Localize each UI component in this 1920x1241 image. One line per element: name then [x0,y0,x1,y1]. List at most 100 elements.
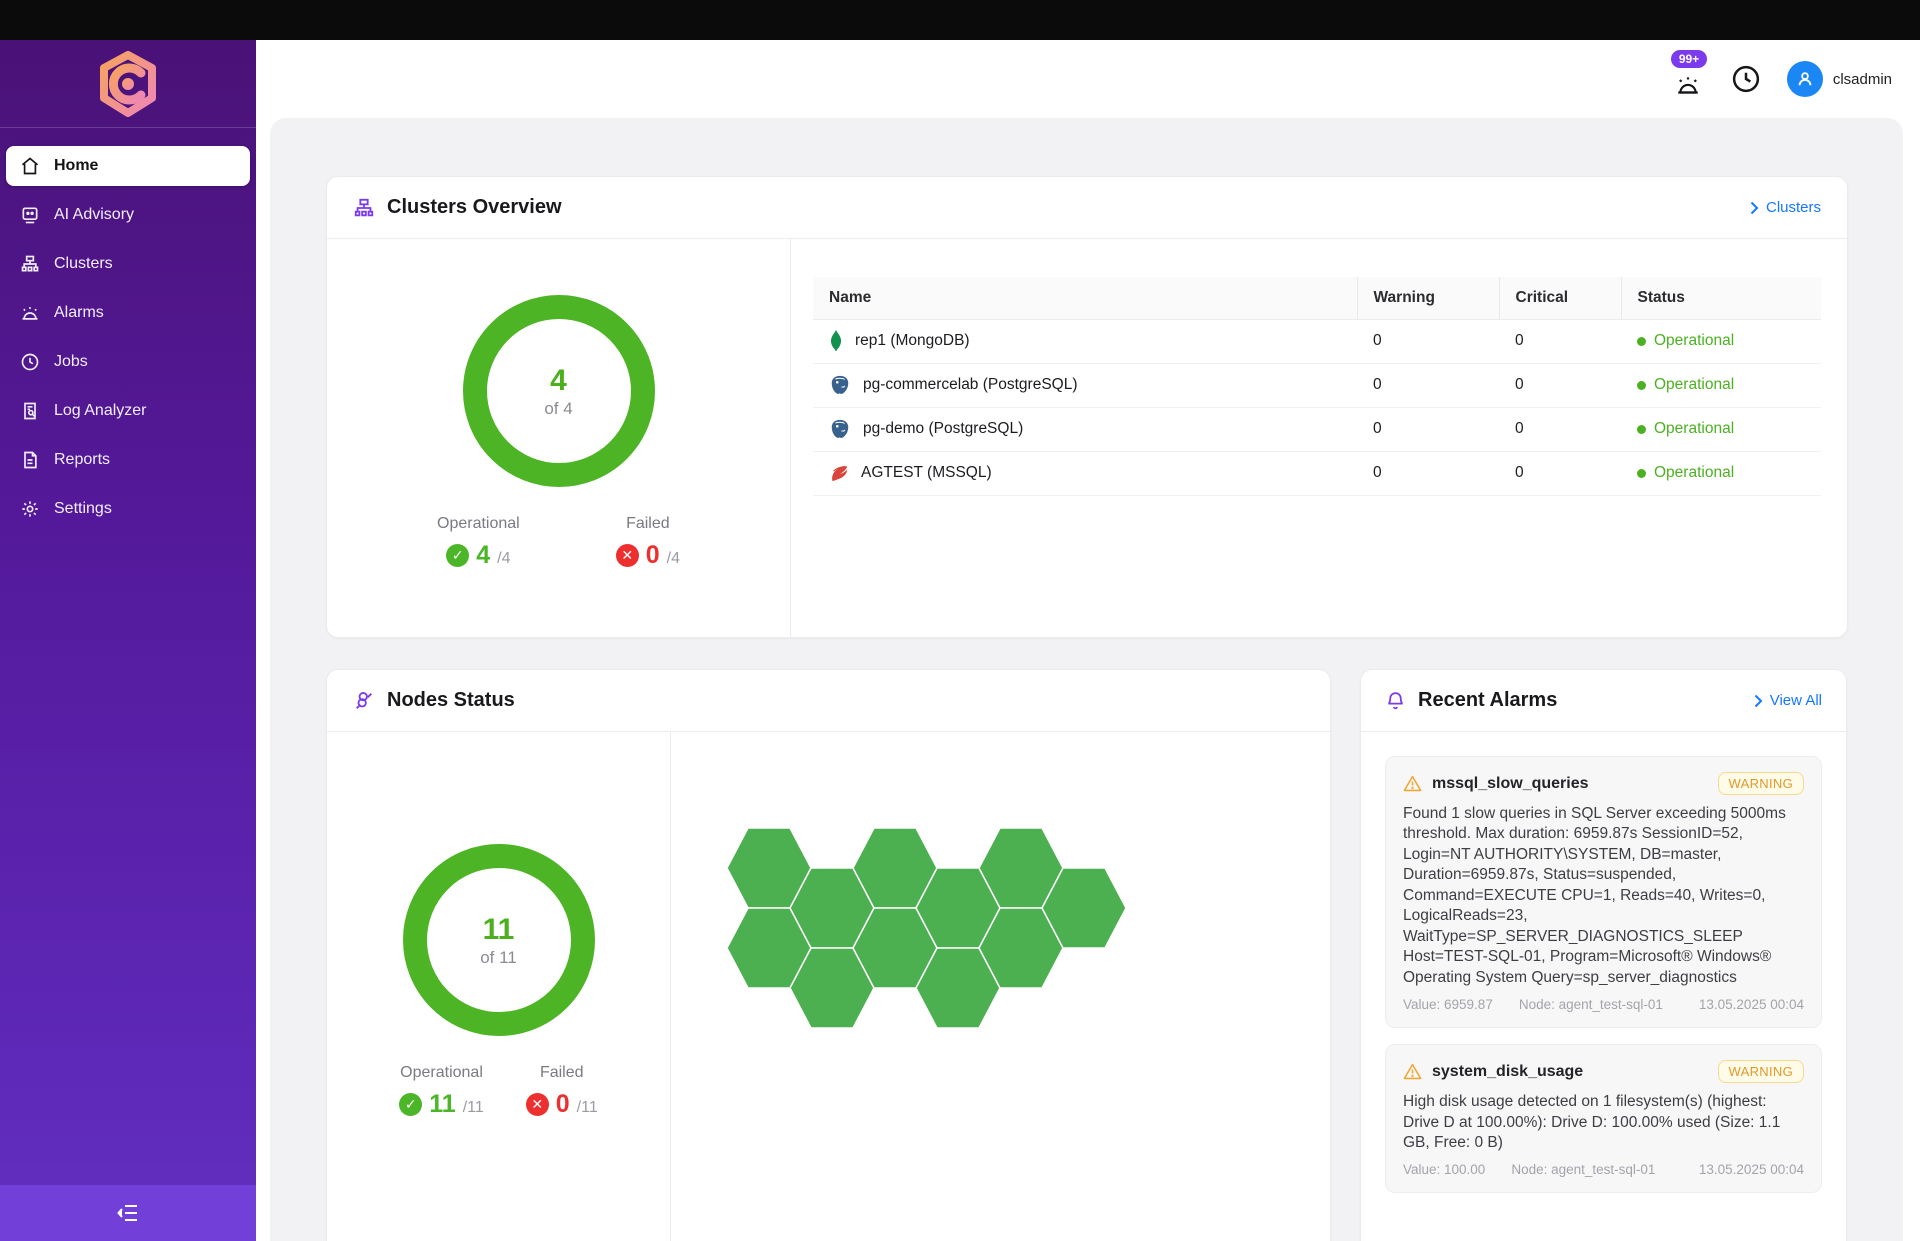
sidebar-item-clusters[interactable]: Clusters [6,244,250,284]
app-logo[interactable] [0,40,256,128]
stat-denominator: /11 [462,1099,484,1116]
status-badge: Operational [1637,376,1805,394]
alarm-value: Value: 6959.87 [1403,997,1493,1013]
alarm-message: High disk usage detected on 1 filesystem… [1403,1093,1781,1151]
table-row[interactable]: pg-commercelab (PostgreSQL) 0 0 Operatio… [813,363,1821,408]
username: clsadmin [1832,70,1892,88]
status-dot-icon [1637,336,1646,346]
chevron-right-icon [1750,201,1759,214]
column-header-critical[interactable]: Critical [1498,277,1621,320]
stat-label: Operational [437,515,520,532]
clusters-donut-chart: 4 of 4 [462,295,655,487]
sidebar-menu: Home AI Advisory Clusters Alarms Jobs Lo… [0,128,256,529]
clock-icon [1732,65,1759,93]
critical-count: 0 [1499,407,1621,452]
check-circle-icon: ✓ [446,544,470,567]
postgresql-icon [831,375,849,394]
alarm-value: Value: 100.00 [1403,1162,1486,1178]
app-header: 99+ clsadmin [256,40,1920,118]
table-row[interactable]: rep1 (MongoDB) 0 0 Operational [813,319,1821,364]
recent-alarms-title: Recent Alarms [1418,689,1558,711]
sidebar-item-reports[interactable]: Reports [6,440,250,480]
alarm-node: Node: agent_test-sql-01 [1518,997,1663,1013]
nodes-hex-grid[interactable] [727,828,1126,1028]
sidebar-item-label: Reports [54,451,111,468]
nodes-donut-chart: 11 of 11 [402,844,595,1036]
ai-advisory-icon [22,207,38,224]
nodes-status-icon [356,691,372,709]
cluster-name: AGTEST (MSSQL) [861,464,992,481]
warning-count: 0 [1357,319,1499,364]
status-badge: Operational [1637,464,1805,482]
column-header-warning[interactable]: Warning [1356,277,1499,320]
jobs-icon [21,353,39,371]
alarm-item[interactable]: system_disk_usage WARNING High disk usag… [1385,1044,1822,1194]
nodes-failed-stat: Failed ✕ 0 /11 [525,1064,598,1119]
content-panel: Clusters Overview Clusters 4 of 4 Operat… [270,118,1903,1241]
severity-badge: WARNING [1717,772,1804,795]
column-header-status[interactable]: Status [1620,277,1821,320]
clusters-overview-icon [354,198,374,216]
cluster-name: rep1 (MongoDB) [855,332,970,349]
sidebar-item-log-analyzer[interactable]: Log Analyzer [6,391,250,431]
recent-alarms-icon [1388,691,1403,709]
clusters-overview-card: Clusters Overview Clusters 4 of 4 Operat… [326,176,1848,638]
sidebar-item-jobs[interactable]: Jobs [6,342,250,382]
notifications-button[interactable]: 99+ [1670,50,1708,96]
sidebar-item-label: Home [54,157,99,174]
check-circle-icon: ✓ [399,1093,423,1116]
sidebar-item-label: Alarms [54,304,104,321]
table-row[interactable]: AGTEST (MSSQL) 0 0 Operational [813,451,1821,496]
activity-log-button[interactable] [1731,64,1761,94]
chevron-right-icon [1754,694,1763,707]
avatar [1786,61,1823,97]
notification-count-badge: 99+ [1670,50,1708,68]
stat-value: 0 [555,1090,570,1118]
log-analyzer-icon [24,402,36,420]
alarm-item[interactable]: mssql_slow_queries WARNING Found 1 slow … [1385,756,1822,1029]
recent-alarms-card: Recent Alarms View All mssql_slow_querie… [1360,669,1847,1241]
alarm-bell-icon [1678,77,1698,94]
status-dot-icon [1637,468,1646,478]
x-circle-icon: ✕ [615,544,639,567]
user-menu[interactable]: clsadmin [1786,61,1892,97]
alarm-name: system_disk_usage [1432,1062,1584,1080]
nodes-operational-stat: Operational ✓ 11 /11 [399,1064,484,1119]
sidebar-item-label: Clusters [54,255,113,272]
alarms-icon [22,307,38,320]
critical-count: 0 [1499,451,1621,496]
sidebar-item-settings[interactable]: Settings [6,489,250,529]
critical-count: 0 [1499,363,1621,408]
stat-value: 0 [645,541,660,569]
settings-icon [22,501,38,517]
clustercontrol-logo-icon [100,50,156,117]
stat-label: Failed [626,515,670,532]
status-badge: Operational [1637,332,1805,350]
mssql-icon [832,466,848,482]
sidebar-item-ai-advisory[interactable]: AI Advisory [6,195,250,235]
stat-value: 4 [476,541,491,569]
stat-denominator: /4 [497,550,511,567]
warning-count: 0 [1357,363,1499,408]
warning-triangle-icon [1403,1063,1422,1080]
nodes-status-title: Nodes Status [387,689,515,711]
stat-value: 11 [429,1090,456,1118]
view-all-label: View All [1769,692,1822,709]
clusters-link[interactable]: Clusters [1750,199,1821,216]
sidebar-item-label: AI Advisory [54,206,135,223]
sidebar-item-alarms[interactable]: Alarms [6,293,250,333]
sidebar-collapse-button[interactable] [0,1185,256,1241]
clusters-failed-stat: Failed ✕ 0 /4 [615,515,680,570]
view-all-link[interactable]: View All [1754,692,1822,709]
column-header-name[interactable]: Name [813,277,1357,320]
warning-triangle-icon [1403,775,1422,792]
postgresql-icon [831,419,849,438]
sidebar-item-home[interactable]: Home [6,146,250,186]
clusters-icon [21,255,39,272]
stat-denominator: /4 [666,550,680,567]
clusters-donut-section: 4 of 4 Operational ✓ 4 /4 Failed [327,239,791,637]
clusters-donut-value: 4 [550,363,567,397]
cluster-name: pg-commercelab (PostgreSQL) [863,376,1078,393]
table-row[interactable]: pg-demo (PostgreSQL) 0 0 Operational [813,407,1821,452]
nodes-hex-section [671,732,1330,1241]
